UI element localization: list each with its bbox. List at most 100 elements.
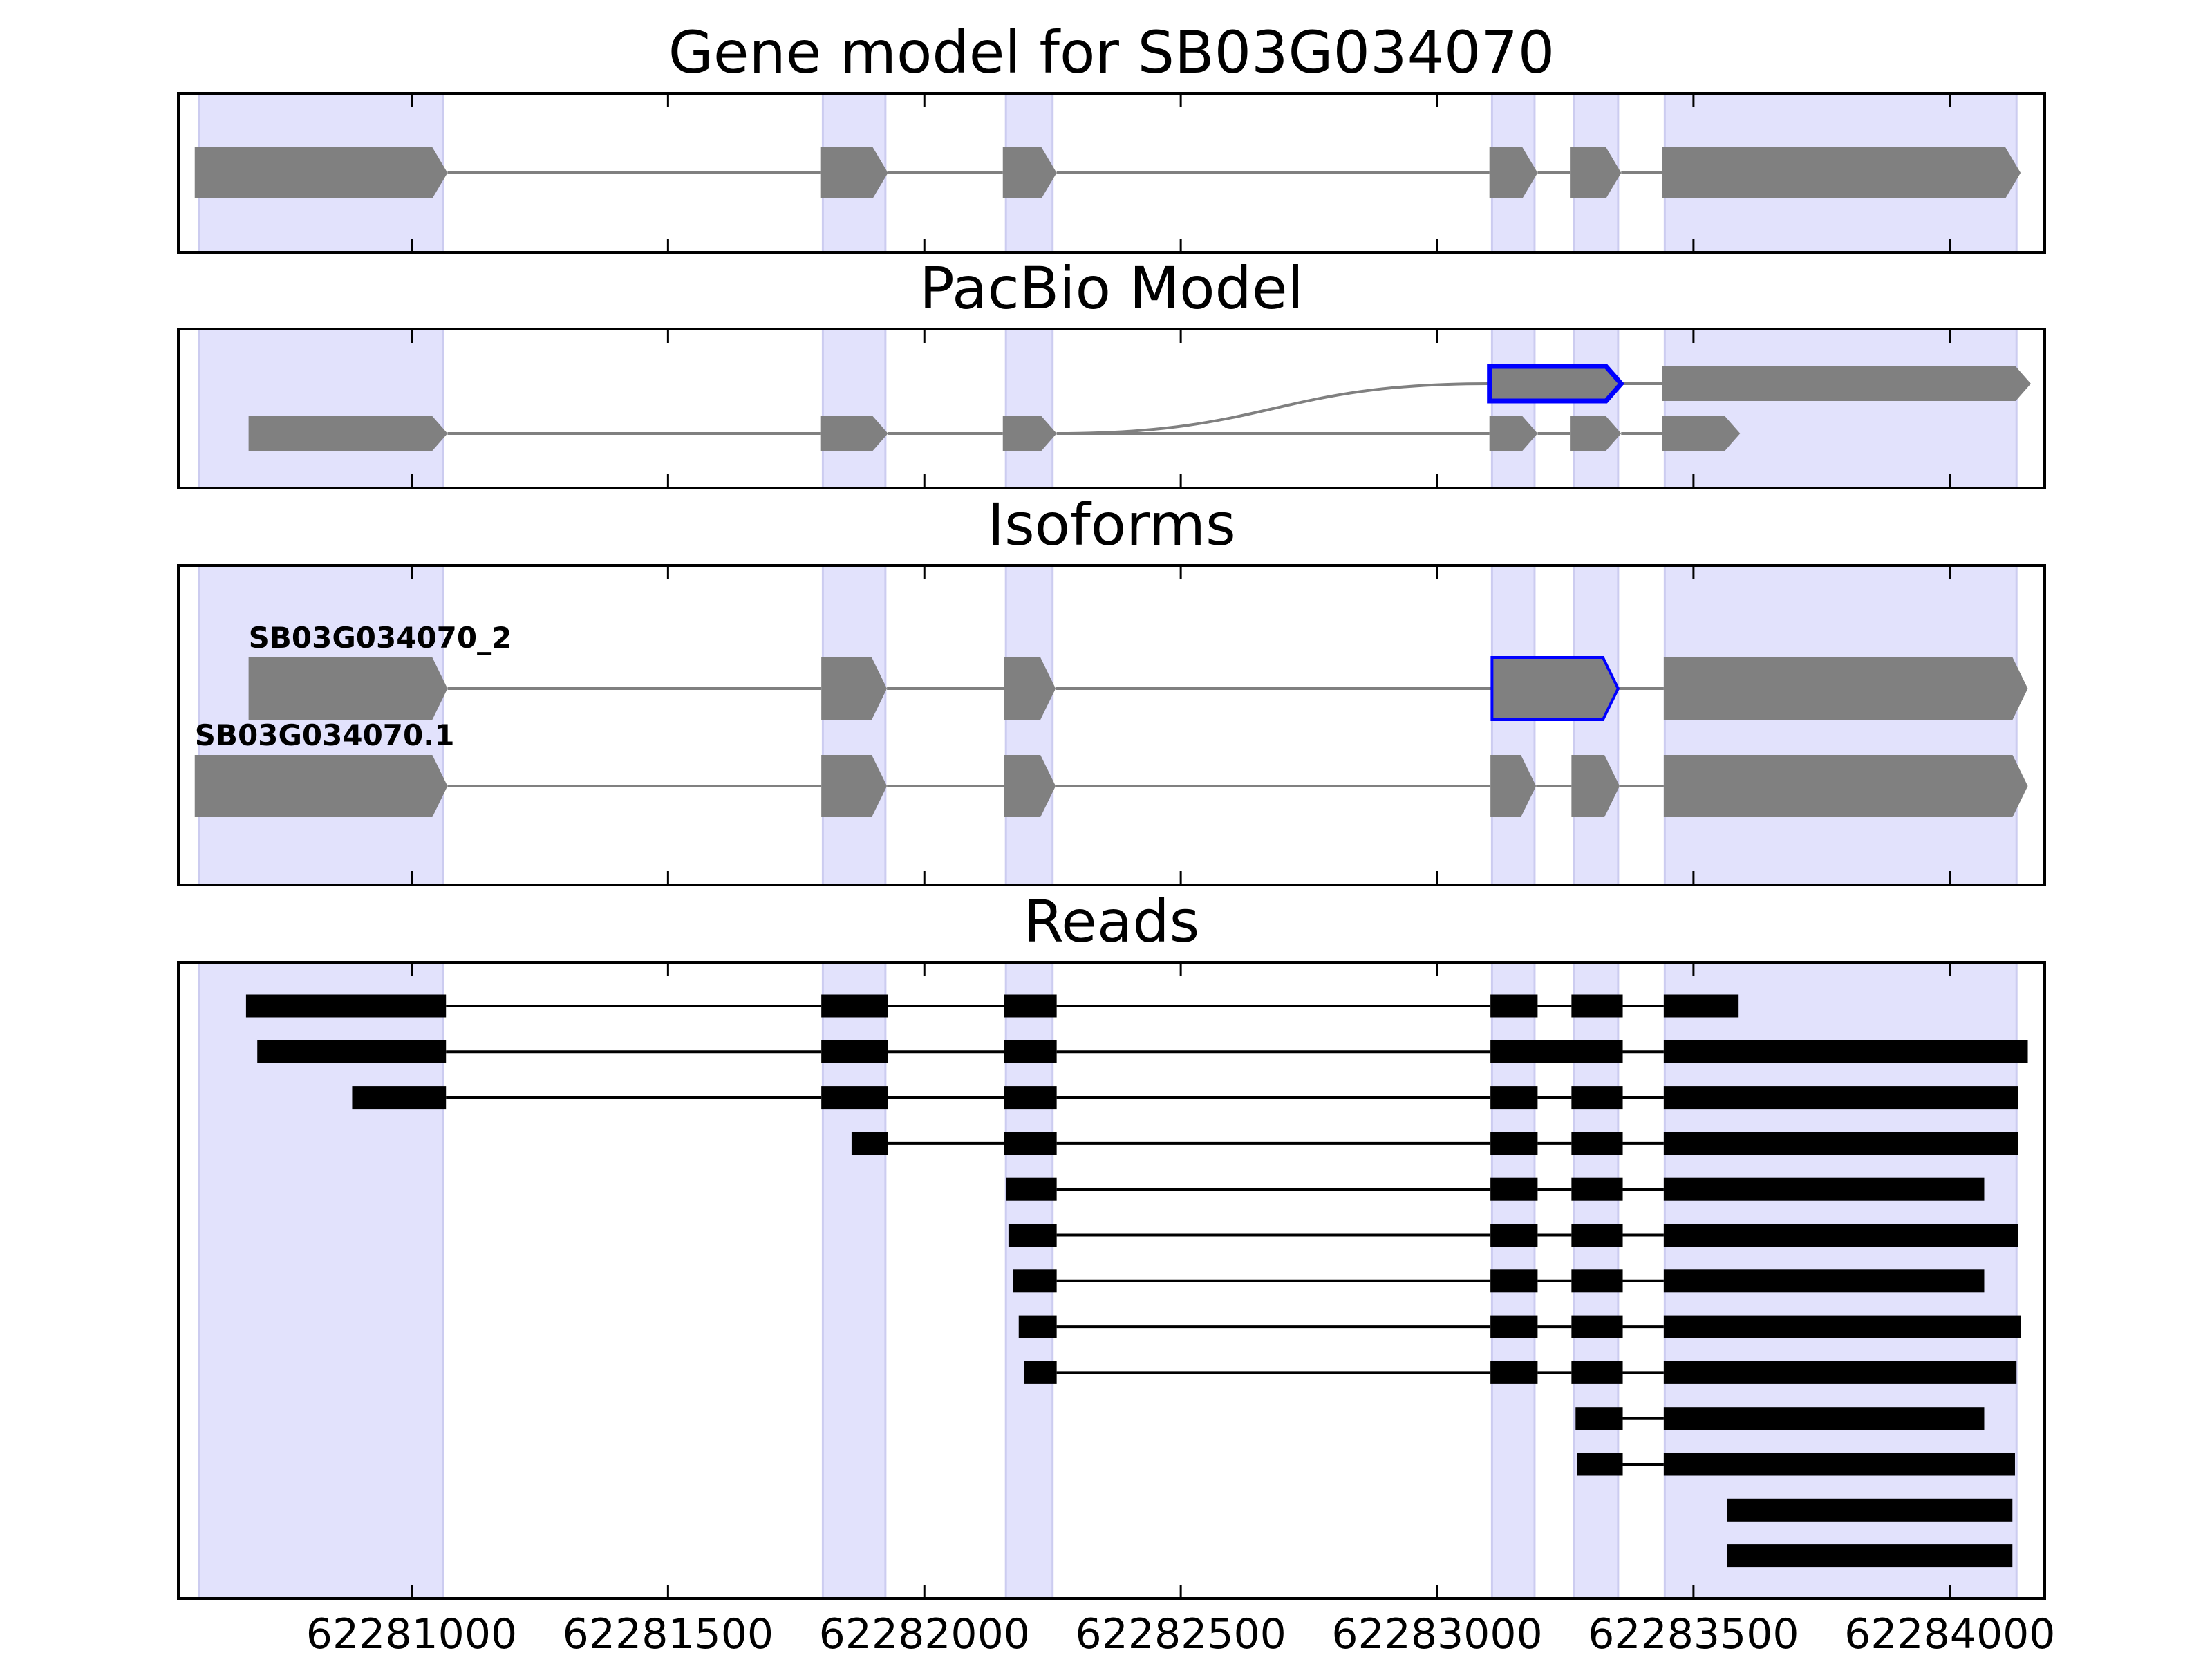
read-block (1490, 1132, 1538, 1155)
exon-region (1573, 564, 1620, 886)
exon (248, 657, 448, 720)
read-block (1663, 994, 1739, 1018)
exon-region (1663, 328, 2018, 489)
exon (1002, 147, 1057, 198)
x-tick-label: 62283000 (1331, 1610, 1542, 1659)
x-tick-label: 62284000 (1844, 1610, 2055, 1659)
read-block (1727, 1544, 2013, 1568)
exon (1571, 755, 1620, 817)
read-block (821, 1086, 888, 1110)
read-block (245, 994, 447, 1018)
read-block (1663, 1315, 2021, 1338)
exon (1002, 416, 1057, 451)
read-block (1571, 1224, 1623, 1246)
panel-title: Gene model for SB03G034070 (668, 19, 1555, 86)
read-block (1663, 1132, 2018, 1155)
exon-region (198, 328, 444, 489)
exon (1570, 416, 1622, 451)
x-tick-label: 62282000 (819, 1610, 1030, 1659)
read-block (1663, 1269, 1985, 1293)
branch-connector (1056, 382, 1490, 435)
read-block (1663, 1453, 2015, 1476)
exon (1487, 364, 1624, 404)
exon (1490, 656, 1620, 721)
read-block (1490, 1040, 1623, 1063)
read-block (1490, 1361, 1538, 1384)
read-block (1490, 1177, 1538, 1201)
read-block (821, 1040, 888, 1063)
read-block (1004, 1132, 1057, 1155)
read-block (1571, 1315, 1623, 1338)
panel-frame (177, 92, 2046, 254)
read-block (1490, 1315, 1538, 1338)
read-block (257, 1040, 447, 1063)
exon (248, 416, 448, 451)
x-tick-label: 62283500 (1588, 1610, 1799, 1659)
read-block (821, 994, 888, 1018)
read-block (1663, 1177, 1985, 1201)
read-block (1024, 1361, 1057, 1384)
read-block (1571, 1177, 1623, 1201)
panel-title: Reads (1024, 888, 1200, 955)
exon (1662, 366, 2031, 401)
read-block (1008, 1224, 1057, 1246)
read-block (352, 1086, 447, 1110)
read-block (1004, 1086, 1057, 1110)
panel-frame (177, 564, 2046, 886)
read-block (1575, 1407, 1623, 1430)
read-block (1663, 1224, 2018, 1246)
exon (821, 755, 888, 817)
read-block (851, 1132, 888, 1155)
exon (1570, 147, 1622, 198)
exon-region (1663, 564, 2018, 886)
exon (820, 147, 888, 198)
read-block (1013, 1269, 1057, 1293)
exon (194, 755, 448, 817)
read-block (1663, 1040, 2028, 1063)
exon-region (1573, 328, 1620, 489)
read-block (1006, 1177, 1057, 1201)
exon (1663, 755, 2028, 817)
exon-region (821, 328, 887, 489)
read-block (1577, 1453, 1623, 1476)
panel-title: PacBio Model (919, 254, 1304, 322)
exon (1489, 416, 1538, 451)
exon-region (1004, 564, 1054, 886)
panel-frame (177, 961, 2046, 1600)
read-block (1018, 1315, 1057, 1338)
x-tick-label: 62281500 (563, 1610, 774, 1659)
exon (1663, 657, 2028, 720)
panel-title: Isoforms (987, 491, 1236, 559)
read-block (1571, 1361, 1623, 1384)
exon-region (821, 961, 887, 1600)
read-block (1571, 994, 1623, 1018)
exon (820, 416, 888, 451)
read-block (1571, 1269, 1623, 1293)
read-block (1004, 994, 1057, 1018)
exon-region (198, 564, 444, 886)
read-block (1490, 1269, 1538, 1293)
exon-region (821, 564, 887, 886)
read-block (1490, 1224, 1538, 1246)
exon (1662, 147, 2021, 198)
exon-region (1490, 328, 1536, 489)
panel-frame (177, 328, 2046, 489)
read-block (1727, 1498, 2013, 1522)
isoform-label: SB03G034070.1 (195, 718, 455, 752)
read-block (1490, 994, 1538, 1018)
read-block (1490, 1086, 1538, 1110)
exon (194, 147, 448, 198)
isoform-label: SB03G034070_2 (249, 621, 512, 655)
read-block (1663, 1086, 2018, 1110)
read-block (1571, 1132, 1623, 1155)
read-block (1663, 1407, 1985, 1430)
read-block (1663, 1361, 2017, 1384)
read-block (1004, 1040, 1057, 1063)
exon (1490, 755, 1537, 817)
exon (1662, 416, 1741, 451)
exon (821, 657, 888, 720)
x-tick-label: 62281000 (306, 1610, 517, 1659)
x-tick-label: 62282500 (1075, 1610, 1286, 1659)
